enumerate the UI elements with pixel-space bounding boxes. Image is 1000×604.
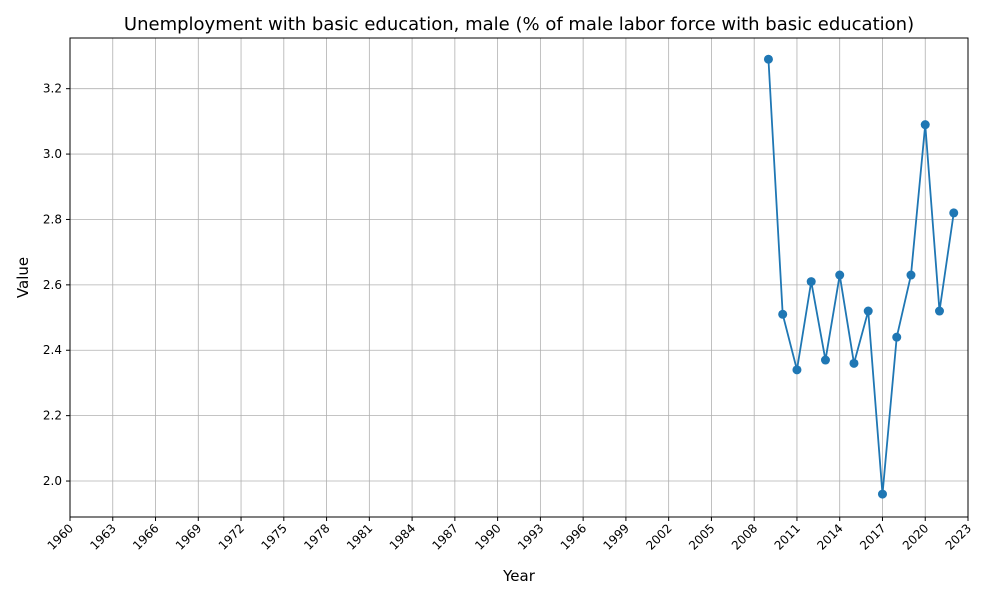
data-point: [877, 489, 887, 499]
x-tick-label: 1969: [173, 521, 204, 552]
data-point: [892, 332, 902, 342]
data-point: [806, 277, 816, 287]
data-point: [934, 306, 944, 316]
x-tick-label: 1996: [558, 521, 589, 552]
y-tick-label: 3.2: [43, 82, 62, 96]
x-tick-label: 1981: [344, 521, 375, 552]
x-tick-label: 2002: [643, 521, 674, 552]
y-axis: 2.0 2.2 2.4 2.6 2.8 3.0 3.2: [43, 82, 70, 488]
x-tick-label: 2011: [772, 521, 803, 552]
y-axis-label: Value: [14, 257, 32, 298]
y-tick-label: 2.4: [43, 343, 62, 357]
x-tick-label: 2014: [814, 521, 845, 552]
data-point: [778, 309, 788, 319]
series-layer: [763, 54, 959, 499]
data-point: [763, 54, 773, 64]
data-point: [920, 120, 930, 130]
x-tick-label: 1972: [216, 521, 247, 552]
grid: [69, 38, 969, 517]
data-point: [835, 270, 845, 280]
data-point: [949, 208, 959, 218]
data-point: [849, 358, 859, 368]
x-tick-label: 1987: [429, 521, 460, 552]
x-tick-label: 2008: [729, 521, 760, 552]
data-point: [792, 365, 802, 375]
y-tick-label: 2.6: [43, 278, 62, 292]
x-tick-label: 1990: [472, 521, 503, 552]
x-tick-label: 1960: [45, 521, 76, 552]
data-point: [820, 355, 830, 365]
y-tick-label: 2.0: [43, 474, 62, 488]
x-tick-label: 1963: [87, 521, 118, 552]
x-tick-label: 1966: [130, 521, 161, 552]
plot-frame: [69, 37, 969, 518]
x-tick-label: 1993: [515, 521, 546, 552]
x-tick-label: 2020: [900, 521, 931, 552]
x-tick-label: 1978: [301, 521, 332, 552]
x-tick-label: 2005: [686, 521, 717, 552]
x-tick-label: 2017: [857, 521, 888, 552]
x-tick-label: 1975: [258, 521, 289, 552]
x-axis: 1960 1963 1966 1969 1972 1975 1978 1981 1984 1987…: [45, 517, 974, 553]
x-axis-label: Year: [502, 567, 536, 585]
y-tick-label: 2.2: [43, 409, 62, 423]
series-line: [767, 59, 955, 496]
chart-title: Unemployment with basic education, male …: [124, 14, 914, 35]
x-tick-label: 1984: [387, 521, 418, 552]
data-point: [863, 306, 873, 316]
y-tick-label: 3.0: [43, 147, 62, 161]
data-point: [906, 270, 916, 280]
x-tick-label: 1999: [601, 521, 632, 552]
y-tick-label: 2.8: [43, 212, 62, 226]
x-tick-label: 2023: [943, 521, 974, 552]
